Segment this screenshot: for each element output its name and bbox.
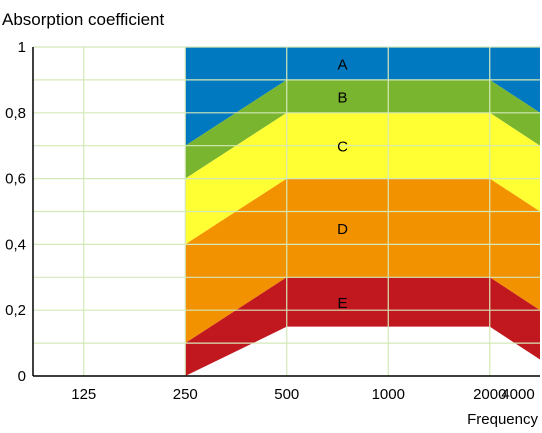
band-label-b: B [337, 89, 347, 106]
x-axis-label: Frequency [467, 411, 538, 428]
x-tick-label: 250 [173, 386, 198, 403]
y-tick-label: 0,4 [5, 236, 26, 253]
band-labels: AB C D E [337, 56, 348, 312]
y-tick-label: 1 [18, 39, 26, 56]
y-tick-label: 0,8 [5, 105, 26, 122]
x-tick-label: 4000 [501, 386, 534, 403]
x-tick-label: 500 [274, 386, 299, 403]
band-d [185, 178, 540, 344]
band-label-c: C [337, 139, 348, 156]
chart-title: Absorption coefficient [2, 10, 165, 29]
x-tick-label: 2000 [473, 386, 506, 403]
band-b [185, 79, 540, 179]
grid-layer [32, 46, 540, 377]
y-tick-label: 0 [18, 368, 26, 385]
band-label-a: A [337, 56, 347, 73]
band-label-d: D [337, 221, 348, 238]
band-a [185, 47, 540, 146]
band-e [185, 277, 540, 376]
y-tick-label: 0,6 [5, 171, 26, 188]
y-tick-label: 0,2 [5, 302, 26, 319]
band-label-e: E [337, 295, 347, 312]
x-tick-label: 125 [71, 386, 96, 403]
y-tick-labels: 0 0,2 0,4 0,6 0,8 1 [5, 39, 26, 385]
x-tick-label: 1000 [372, 386, 405, 403]
